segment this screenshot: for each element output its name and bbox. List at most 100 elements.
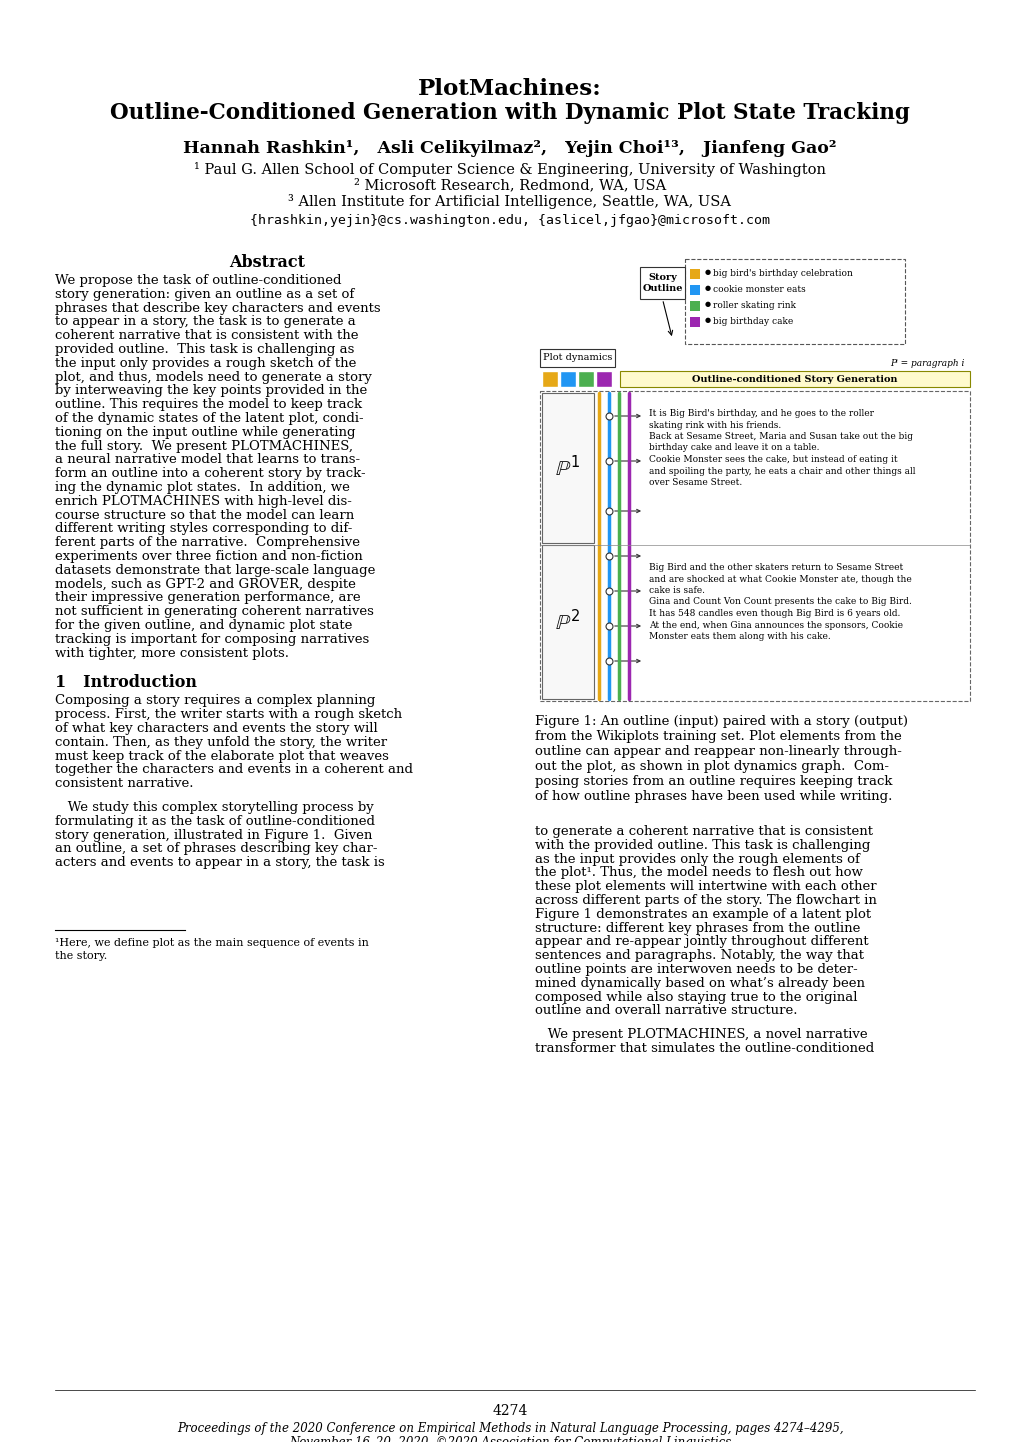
Text: together the characters and events in a coherent and: together the characters and events in a … [55, 763, 413, 776]
FancyArrowPatch shape [614, 414, 639, 418]
Text: an outline, a set of phrases describing key char-: an outline, a set of phrases describing … [55, 842, 377, 855]
Text: ¹Here, we define plot as the main sequence of events in: ¹Here, we define plot as the main sequen… [55, 937, 369, 947]
Text: with the provided outline. This task is challenging: with the provided outline. This task is … [535, 839, 869, 852]
Text: ●: ● [704, 301, 710, 307]
Text: We study this complex storytelling process by: We study this complex storytelling proce… [55, 800, 373, 813]
Text: big bird's birthday celebration: big bird's birthday celebration [712, 270, 852, 278]
Bar [685, 260, 904, 345]
Bar [689, 317, 699, 327]
Text: outline points are interwoven needs to be deter-: outline points are interwoven needs to b… [535, 963, 857, 976]
Text: Proceedings of the 2020 Conference on Empirical Methods in Natural Language Proc: Proceedings of the 2020 Conference on Em… [176, 1422, 843, 1435]
Text: ² Microsoft Research, Redmond, WA, USA: ² Microsoft Research, Redmond, WA, USA [354, 177, 665, 192]
Text: ¹ Paul G. Allen School of Computer Science & Engineering, University of Washingt: ¹ Paul G. Allen School of Computer Scien… [194, 162, 825, 177]
Text: We propose the task of outline-conditioned: We propose the task of outline-condition… [55, 274, 341, 287]
Text: contain. Then, as they unfold the story, the writer: contain. Then, as they unfold the story,… [55, 735, 387, 748]
Bar [541, 371, 557, 386]
Text: a neural narrative model that learns to trans-: a neural narrative model that learns to … [55, 453, 360, 466]
Text: and are shocked at what Cookie Monster ate, though the: and are shocked at what Cookie Monster a… [648, 574, 911, 584]
Text: of what key characters and events the story will: of what key characters and events the st… [55, 722, 377, 735]
Text: structure: different key phrases from the outline: structure: different key phrases from th… [535, 921, 860, 934]
Text: ●: ● [704, 286, 710, 291]
Text: acters and events to appear in a story, the task is: acters and events to appear in a story, … [55, 857, 384, 870]
Text: outline and overall narrative structure.: outline and overall narrative structure. [535, 1005, 797, 1018]
Text: Big Bird and the other skaters return to Sesame Street: Big Bird and the other skaters return to… [648, 562, 903, 572]
Text: $\mathbb{P}^2$: $\mathbb{P}^2$ [554, 610, 580, 634]
Text: provided outline.  This task is challenging as: provided outline. This task is challengi… [55, 343, 354, 356]
Text: across different parts of the story. The flowchart in: across different parts of the story. The… [535, 894, 876, 907]
Text: tioning on the input outline while generating: tioning on the input outline while gener… [55, 425, 356, 438]
Text: Outline-conditioned Story Generation: Outline-conditioned Story Generation [692, 375, 897, 384]
Text: Hannah Rashkin¹,   Asli Celikyilmaz²,   Yejin Choi¹³,   Jianfeng Gao²: Hannah Rashkin¹, Asli Celikyilmaz², Yeji… [183, 140, 836, 157]
Text: outline can appear and reappear non-linearly through-: outline can appear and reappear non-line… [535, 746, 901, 758]
Text: cake is safe.: cake is safe. [648, 585, 704, 596]
Text: 4274: 4274 [492, 1405, 527, 1417]
Text: their impressive generation performance, are: their impressive generation performance,… [55, 591, 361, 604]
Text: It is Big Bird's birthday, and he goes to the roller: It is Big Bird's birthday, and he goes t… [648, 410, 873, 418]
FancyArrowPatch shape [614, 624, 639, 627]
Bar [639, 267, 685, 298]
Bar [595, 371, 611, 386]
Text: Abstract: Abstract [229, 254, 306, 271]
Text: not sufficient in generating coherent narratives: not sufficient in generating coherent na… [55, 606, 374, 619]
Text: Plot dynamics: Plot dynamics [542, 353, 611, 362]
Text: composed while also staying true to the original: composed while also staying true to the … [535, 991, 857, 1004]
Text: the plot¹. Thus, the model needs to flesh out how: the plot¹. Thus, the model needs to fles… [535, 867, 862, 880]
Text: At the end, when Gina announces the sponsors, Cookie: At the end, when Gina announces the spon… [648, 620, 902, 630]
Text: Figure 1: An outline (input) paired with a story (output): Figure 1: An outline (input) paired with… [535, 715, 907, 728]
Text: posing stories from an outline requires keeping track: posing stories from an outline requires … [535, 774, 892, 787]
Text: ●: ● [704, 317, 710, 323]
Text: Composing a story requires a complex planning: Composing a story requires a complex pla… [55, 695, 375, 708]
Text: appear and re-appear jointly throughout different: appear and re-appear jointly throughout … [535, 936, 868, 949]
Text: experiments over three fiction and non-fiction: experiments over three fiction and non-f… [55, 549, 363, 562]
Text: by interweaving the key points provided in the: by interweaving the key points provided … [55, 385, 367, 398]
Bar [541, 545, 593, 699]
Bar [578, 371, 593, 386]
Text: outline. This requires the model to keep track: outline. This requires the model to keep… [55, 398, 362, 411]
Text: tracking is important for composing narratives: tracking is important for composing narr… [55, 633, 369, 646]
Text: formulating it as the task of outline-conditioned: formulating it as the task of outline-co… [55, 815, 375, 828]
FancyArrowPatch shape [614, 659, 639, 663]
Text: {hrashkin,yejin}@cs.washington.edu, {aslicel,jfgao}@microsoft.com: {hrashkin,yejin}@cs.washington.edu, {asl… [250, 213, 769, 226]
FancyArrowPatch shape [614, 590, 639, 593]
Text: transformer that simulates the outline-conditioned: transformer that simulates the outline-c… [535, 1043, 873, 1056]
Text: for the given outline, and dynamic plot state: for the given outline, and dynamic plot … [55, 619, 352, 632]
Bar [541, 394, 593, 544]
Text: different writing styles corresponding to dif-: different writing styles corresponding t… [55, 522, 352, 535]
FancyArrowPatch shape [614, 509, 639, 513]
Text: Back at Sesame Street, Maria and Susan take out the big: Back at Sesame Street, Maria and Susan t… [648, 433, 912, 441]
Text: Outline-Conditioned Generation with Dynamic Plot State Tracking: Outline-Conditioned Generation with Dyna… [110, 102, 909, 124]
Bar [689, 286, 699, 296]
Text: big birthday cake: big birthday cake [712, 317, 793, 326]
Text: cookie monster eats: cookie monster eats [712, 286, 805, 294]
Bar [539, 349, 614, 368]
Text: It has 548 candles even though Big Bird is 6 years old.: It has 548 candles even though Big Bird … [648, 609, 900, 619]
Text: Figure 1 demonstrates an example of a latent plot: Figure 1 demonstrates an example of a la… [535, 908, 870, 921]
Text: over Sesame Street.: over Sesame Street. [648, 477, 742, 487]
Text: Pⁱ = paragraph i: Pⁱ = paragraph i [890, 359, 964, 368]
Text: as the input provides only the rough elements of: as the input provides only the rough ele… [535, 852, 859, 865]
Text: the full story.  We present PLOTMACHINES,: the full story. We present PLOTMACHINES, [55, 440, 353, 453]
Text: phrases that describe key characters and events: phrases that describe key characters and… [55, 301, 380, 314]
Bar [689, 301, 699, 311]
Text: these plot elements will intertwine with each other: these plot elements will intertwine with… [535, 880, 875, 893]
Text: out the plot, as shown in plot dynamics graph.  Com-: out the plot, as shown in plot dynamics … [535, 760, 889, 773]
Text: skating rink with his friends.: skating rink with his friends. [648, 421, 781, 430]
Text: form an outline into a coherent story by track-: form an outline into a coherent story by… [55, 467, 365, 480]
Bar [559, 371, 576, 386]
Text: mined dynamically based on what’s already been: mined dynamically based on what’s alread… [535, 976, 864, 989]
Text: to appear in a story, the task is to generate a: to appear in a story, the task is to gen… [55, 316, 356, 329]
Text: ferent parts of the narrative.  Comprehensive: ferent parts of the narrative. Comprehen… [55, 536, 360, 549]
Text: Monster eats them along with his cake.: Monster eats them along with his cake. [648, 632, 829, 642]
Text: to generate a coherent narrative that is consistent: to generate a coherent narrative that is… [535, 825, 872, 838]
Text: $\mathbb{P}^1$: $\mathbb{P}^1$ [554, 456, 580, 480]
Text: coherent narrative that is consistent with the: coherent narrative that is consistent wi… [55, 329, 358, 342]
Text: from the Wikiplots training set. Plot elements from the: from the Wikiplots training set. Plot el… [535, 730, 901, 743]
Text: models, such as GPT-2 and GROVER, despite: models, such as GPT-2 and GROVER, despit… [55, 578, 356, 591]
Text: datasets demonstrate that large-scale language: datasets demonstrate that large-scale la… [55, 564, 375, 577]
Text: ing the dynamic plot states.  In addition, we: ing the dynamic plot states. In addition… [55, 482, 350, 495]
Text: and spoiling the party, he eats a chair and other things all: and spoiling the party, he eats a chair … [648, 467, 915, 476]
Bar [620, 371, 969, 386]
Text: ●: ● [704, 270, 710, 275]
Text: plot, and thus, models need to generate a story: plot, and thus, models need to generate … [55, 371, 372, 384]
Text: birthday cake and leave it on a table.: birthday cake and leave it on a table. [648, 444, 818, 453]
